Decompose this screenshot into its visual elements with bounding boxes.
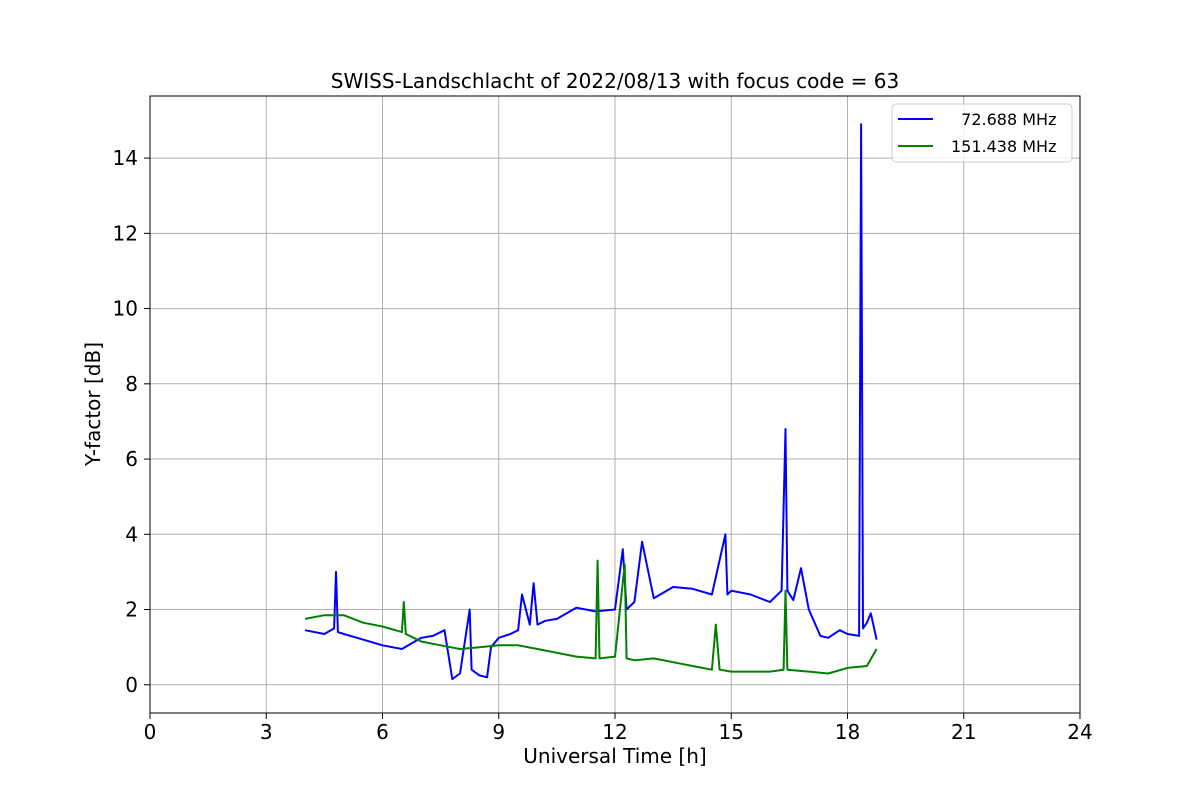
y-tick-label: 2 — [125, 598, 138, 622]
y-tick-label: 14 — [113, 146, 138, 170]
legend-label-151mhz: 151.438 MHz — [951, 137, 1056, 156]
y-axis-title: Y-factor [dB] — [81, 342, 105, 467]
y-tick-label: 6 — [125, 447, 138, 471]
x-tick-label: 3 — [260, 720, 273, 744]
x-tick-label: 12 — [602, 720, 627, 744]
x-tick-label: 0 — [144, 720, 157, 744]
x-tick-label: 15 — [719, 720, 744, 744]
legend-label-72mhz: 72.688 MHz — [951, 110, 1056, 129]
x-tick-label: 9 — [492, 720, 505, 744]
y-tick-label: 8 — [125, 372, 138, 396]
x-axis-title: Universal Time [h] — [523, 744, 706, 768]
series-line-1 — [304, 559, 878, 675]
chart-title: SWISS-Landschlacht of 2022/08/13 with fo… — [331, 69, 899, 93]
x-tick-label: 6 — [376, 720, 389, 744]
x-tick-label: 18 — [835, 720, 860, 744]
y-tick-label: 12 — [113, 221, 138, 245]
y-tick-label: 10 — [113, 297, 138, 321]
legend: 72.688 MHz 151.438 MHz — [891, 103, 1073, 163]
x-axis: 0 3 6 9 12 15 18 21 24 — [144, 713, 1093, 744]
series-line-0 — [304, 123, 878, 681]
x-tick-label: 24 — [1067, 720, 1092, 744]
legend-box — [891, 103, 1073, 163]
y-tick-label: 0 — [125, 673, 138, 697]
y-axis: 0 2 4 6 8 10 12 14 — [113, 146, 150, 697]
x-tick-label: 21 — [951, 720, 976, 744]
y-tick-label: 4 — [125, 522, 138, 546]
series-layer — [304, 123, 878, 681]
